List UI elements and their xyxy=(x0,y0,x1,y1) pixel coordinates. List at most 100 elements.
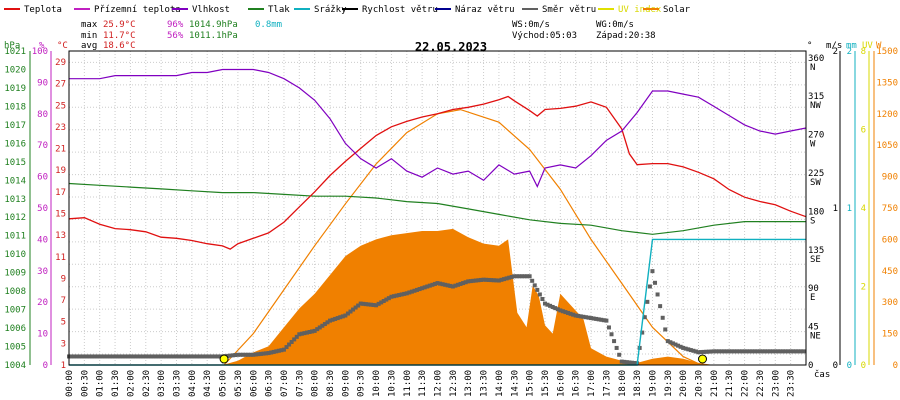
wind-direction-mark xyxy=(102,354,107,359)
time-tick-label: 03:30 xyxy=(172,370,182,397)
axes: 1004100510061007100810091010101110121013… xyxy=(4,47,898,397)
wind-direction-mark xyxy=(729,349,734,354)
time-tick-label: 19:30 xyxy=(664,370,674,397)
legend-item-label: Rychlost větru xyxy=(362,5,438,15)
wind-direction-mark xyxy=(297,332,302,337)
wind-direction-mark xyxy=(361,301,366,306)
humidity-tick-label: 50 xyxy=(37,204,48,214)
legend-item-label: Srážky xyxy=(314,5,347,15)
wind-direction-mark xyxy=(233,353,238,358)
solar-tick-label: 750 xyxy=(882,204,898,214)
wind-direction-mark xyxy=(770,349,775,354)
time-tick-label: 15:30 xyxy=(541,370,551,397)
uv-tick-label: 4 xyxy=(861,204,866,214)
time-tick-label: 10:00 xyxy=(372,370,382,397)
wind-direction-mark xyxy=(261,351,266,356)
time-tick-label: 13:00 xyxy=(464,370,474,397)
pressure-tick-label: 1008 xyxy=(4,287,26,297)
wind-direction-mark xyxy=(215,354,220,359)
time-tick-label: 07:30 xyxy=(295,370,305,397)
unit-press: hPa xyxy=(4,41,20,51)
stats-block: max 25.9°C 96% 1014.9hPa 0.8mm min 11.7°… xyxy=(81,20,656,51)
time-tick-label: 21:30 xyxy=(725,370,735,397)
wind-direction-mark xyxy=(146,354,151,359)
wind-direction-mark xyxy=(84,354,89,359)
time-tick-label: 13:30 xyxy=(480,370,490,397)
uv-tick-label: 0 xyxy=(861,361,866,371)
wind-direction-mark xyxy=(366,302,371,307)
wind-direction-mark xyxy=(156,354,161,359)
wind-direction-mark xyxy=(507,275,512,280)
wind-direction-mark xyxy=(609,332,614,337)
pressure-tick-label: 1007 xyxy=(4,306,26,316)
wind-direction-mark xyxy=(688,348,693,353)
time-tick-label: 15:00 xyxy=(526,370,536,397)
temperature-tick-label: 27 xyxy=(55,80,66,90)
wind-direction-mark xyxy=(617,352,622,357)
time-tick-label: 08:30 xyxy=(326,370,336,397)
wind-direction-mark xyxy=(555,307,560,312)
stat-avg-label: avg xyxy=(81,41,97,51)
time-tick-label: 01:00 xyxy=(96,370,106,397)
wind-direction-mark xyxy=(693,349,698,354)
wind-direction-mark xyxy=(601,318,606,323)
wind-direction-mark xyxy=(589,316,594,321)
wind-direction-mark xyxy=(235,352,240,357)
wind-direction-mark xyxy=(509,274,514,279)
unit-dir: ° xyxy=(807,41,812,51)
solar-tick-label: 150 xyxy=(882,330,898,340)
wind-direction-mark xyxy=(655,292,660,297)
wind-direction-mark xyxy=(136,354,141,359)
legend-item-label: UV index xyxy=(618,5,662,15)
wind-direction-mark xyxy=(711,349,716,354)
wind-direction-mark xyxy=(154,354,159,359)
wind-direction-mark xyxy=(566,310,571,315)
wind-direction-mark xyxy=(453,283,458,288)
wind-direction-mark xyxy=(97,354,102,359)
wind-direction-mark xyxy=(765,349,770,354)
wind-direction-mark xyxy=(279,348,284,353)
wind-direction-mark xyxy=(312,328,317,333)
time-tick-label: 09:00 xyxy=(341,370,351,397)
wind-direction-mark xyxy=(647,284,652,289)
wind-direction-mark xyxy=(292,337,297,342)
humidity-line xyxy=(69,68,807,188)
pressure-tick-label: 1005 xyxy=(4,343,26,353)
wind-direction-mark xyxy=(368,302,373,307)
time-tick-label: 01:30 xyxy=(111,370,121,397)
pressure-tick-label: 1019 xyxy=(4,84,26,94)
wind-direction-mark xyxy=(440,282,445,287)
wind-direction-mark xyxy=(340,314,345,319)
wind-direction-mark xyxy=(230,353,235,358)
pressure-tick-label: 1020 xyxy=(4,65,26,75)
solar-tick-label: 450 xyxy=(882,267,898,277)
wind-direction-mark xyxy=(438,281,443,286)
time-tick-label: 16:00 xyxy=(556,370,566,397)
wind-direction-mark xyxy=(205,354,210,359)
wind-direction-mark xyxy=(343,313,348,318)
wind-direction-mark xyxy=(161,354,166,359)
stat-sunset: Západ:20:38 xyxy=(596,31,656,41)
wind-direction-mark xyxy=(417,287,422,292)
wind-direction-mark xyxy=(622,359,627,364)
stat-min-temp: 11.7°C xyxy=(103,31,136,41)
solar-tick-label: 1350 xyxy=(876,78,898,88)
wind-tick-label: 0 xyxy=(833,361,838,371)
time-tick-label: 18:30 xyxy=(633,370,643,397)
wind-direction-mark xyxy=(583,315,588,320)
wind-direction-mark xyxy=(248,352,253,357)
solar-tick-label: 300 xyxy=(882,298,898,308)
humidity-tick-label: 10 xyxy=(37,330,48,340)
wind-direction-mark xyxy=(760,349,765,354)
pressure-tick-label: 1014 xyxy=(4,176,26,186)
temperature-tick-label: 17 xyxy=(55,188,66,198)
wind-direction-mark xyxy=(612,339,617,344)
wind-direction-mark xyxy=(225,353,230,358)
wind-direction-mark xyxy=(594,316,599,321)
wind-direction-mark xyxy=(801,349,806,354)
temperature-tick-label: 5 xyxy=(61,318,66,328)
wind-direction-mark xyxy=(302,331,307,336)
plot-area xyxy=(67,68,807,366)
rain-tick-label: 1 xyxy=(847,204,852,214)
wind-direction-mark xyxy=(258,351,263,356)
